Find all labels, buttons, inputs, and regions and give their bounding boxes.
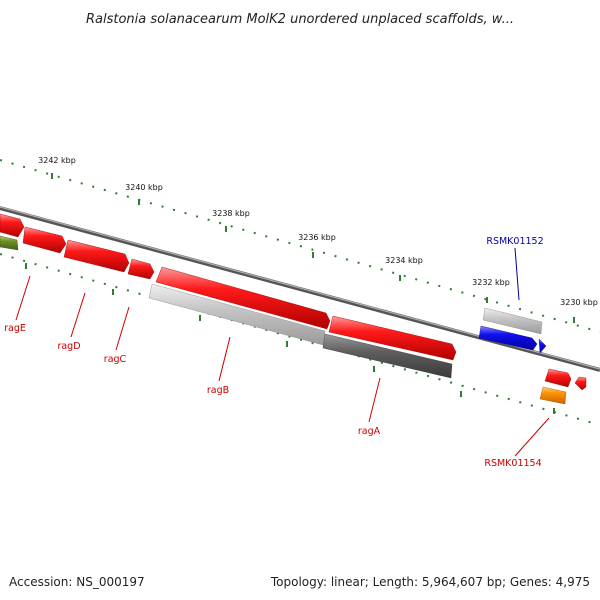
- gene-feature-ragC[interactable]: [63, 239, 130, 273]
- map-title: Ralstonia solanacearum MolK2 unordered u…: [86, 12, 514, 27]
- forward-strand-genes: [0, 213, 587, 391]
- gene-label-ragD[interactable]: ragD: [57, 341, 80, 352]
- gene-labels: ragE ragD ragC ragB ragA RSMK01152 RSMK0…: [4, 236, 544, 469]
- gene-feature-rag-large-1[interactable]: [155, 266, 331, 330]
- secondary-features: [148, 283, 543, 379]
- gene-label-ragE[interactable]: ragE: [4, 323, 26, 334]
- tick-label: 3238 kbp: [212, 209, 250, 218]
- scale-ticks: 3242 kbp 3240 kbp 3238 kbp 3236 kbp 3234…: [25, 156, 598, 414]
- tick-label: 3232 kbp: [472, 278, 510, 287]
- gene-feature-ragD[interactable]: [22, 226, 67, 254]
- gene-label-RSMK01152[interactable]: RSMK01152: [486, 236, 543, 247]
- tick-label: 3234 kbp: [385, 256, 423, 265]
- feature-light-grey-short[interactable]: [482, 307, 543, 335]
- gene-feature-olive[interactable]: [0, 235, 19, 251]
- gene-feature-ragB[interactable]: [127, 258, 155, 280]
- tick-label: 3240 kbp: [125, 183, 163, 192]
- tick-label: 3230 kbp: [560, 298, 598, 307]
- feature-dark-grey[interactable]: [322, 333, 453, 379]
- label-leaders: [15, 247, 550, 457]
- tick-label: 3242 kbp: [38, 156, 76, 165]
- gene-label-ragA[interactable]: ragA: [358, 426, 381, 437]
- gene-label-ragC[interactable]: ragC: [104, 354, 127, 365]
- feature-light-grey-long[interactable]: [148, 283, 326, 346]
- gene-label-RSMK01154[interactable]: RSMK01154: [484, 458, 541, 469]
- gene-feature-RSMK01154[interactable]: [539, 386, 567, 405]
- summary-text: Topology: linear; Length: 5,964,607 bp; …: [270, 575, 590, 589]
- gene-feature-ragA[interactable]: [328, 315, 457, 361]
- tick-track-upper: [0, 159, 600, 333]
- sequence-backbone: [0, 206, 600, 372]
- gene-label-ragB[interactable]: ragB: [207, 385, 229, 396]
- accession-text: Accession: NS_000197: [9, 575, 145, 589]
- gene-feature-RSMK01152[interactable]: [478, 325, 547, 354]
- tick-label: 3236 kbp: [298, 233, 336, 242]
- gene-feature-small-red-2[interactable]: [574, 376, 587, 391]
- gene-feature-small-red-1[interactable]: [544, 368, 572, 388]
- gene-feature-ragE[interactable]: [0, 213, 25, 238]
